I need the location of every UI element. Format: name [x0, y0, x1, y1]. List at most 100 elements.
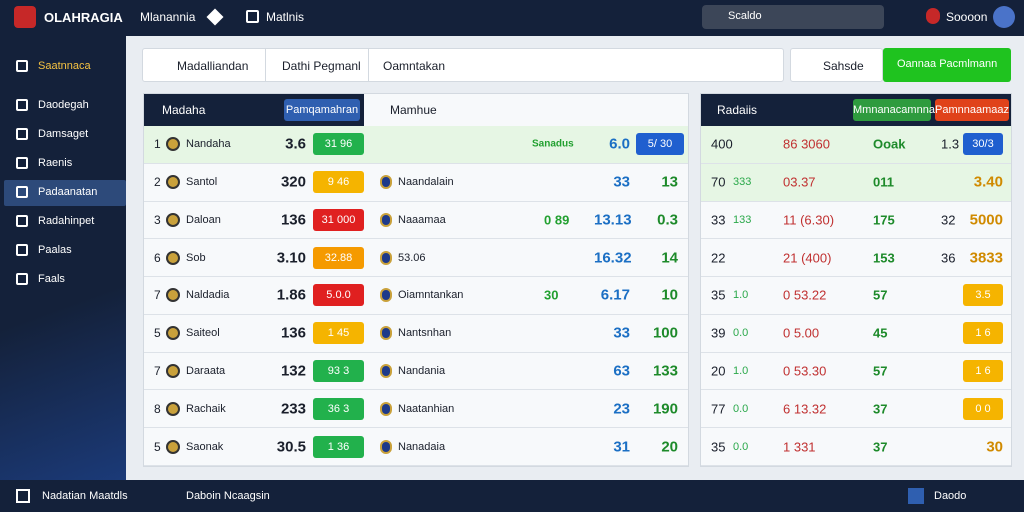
tab-button[interactable]: Pamqamahran: [284, 99, 360, 121]
team-flag: [166, 326, 180, 341]
table-row[interactable]: 1 Nandaha 3.6 31 96 Sanadus 6.0 5/ 30: [144, 126, 688, 164]
team-flag: [166, 175, 180, 190]
team: Daraata: [186, 365, 226, 378]
logo[interactable]: OLAHRAGIA: [44, 10, 123, 25]
table-row[interactable]: 77 0.0 6 13.32 37 0 0: [701, 390, 1011, 429]
value: 5000: [969, 211, 1003, 229]
value: 45: [873, 325, 888, 341]
opponent: Nantsnhan: [398, 327, 452, 340]
opponent: Nandania: [398, 365, 446, 378]
score: 132: [280, 362, 306, 380]
value: 1.0: [733, 289, 749, 302]
nav-icon: [246, 10, 259, 23]
panel-header: Radaiis Mmnanacamnnan Pamnnaamaaz: [701, 94, 1011, 126]
value: 37: [873, 439, 888, 455]
tab-button[interactable]: Mmnanacamnnan: [853, 99, 941, 121]
score: 233: [280, 400, 306, 418]
table-row[interactable]: 3 Daloan 136 31 000 Naaamaa 0 89 13.13 0.3: [144, 202, 688, 240]
table-row[interactable]: 33 133 11 (6.30) 175 32 5000: [701, 202, 1011, 240]
score: 1.86: [276, 286, 306, 304]
rank: 2: [154, 175, 161, 190]
opp-flag: [380, 212, 392, 227]
primary-button[interactable]: Oannaa Pacmlmann: [883, 48, 1011, 82]
opponent: Naandalain: [398, 176, 454, 189]
score: 3.10: [276, 249, 306, 267]
filter[interactable]: Madalliandan: [177, 59, 249, 73]
team-flag: [166, 250, 180, 265]
footer-text[interactable]: Daboin Ncaagsin: [186, 490, 270, 502]
value: 153: [873, 250, 895, 266]
team: Daloan: [186, 213, 221, 226]
rank: 6: [154, 250, 161, 265]
value: 35: [711, 287, 726, 303]
nav-item[interactable]: Raenis: [38, 157, 73, 169]
nav-item[interactable]: Faals: [38, 273, 65, 285]
value: 0.0: [733, 440, 749, 453]
table-row[interactable]: 35 1.0 0 53.22 57 3.5: [701, 277, 1011, 315]
value: Ooak: [873, 136, 906, 152]
team: Santol: [186, 176, 218, 189]
nav-item[interactable]: Radahinpet: [38, 215, 95, 227]
value: 175: [873, 212, 895, 228]
badge: 5.0.0: [313, 284, 364, 307]
table-row[interactable]: 70 333 03.37 011 3.40: [701, 163, 1011, 202]
nav-link[interactable]: Mlanannia: [140, 10, 196, 24]
value: 39: [711, 325, 726, 341]
table-row[interactable]: 39 0.0 0 5.00 45 1 6: [701, 315, 1011, 353]
table-row[interactable]: 7 Naldadia 1.86 5.0.0 Oiamntankan 30 6.17 10: [144, 277, 688, 315]
table-row[interactable]: 5 Saonak 30.5 1 36 Nanadaia 31 20: [144, 428, 688, 466]
table-row[interactable]: 35 0.0 1 331 37 30: [701, 428, 1011, 466]
value: 86 3060: [783, 136, 830, 152]
table-row[interactable]: 400 86 3060 Ooak 1.3 30/3: [701, 126, 1011, 164]
value: 57: [873, 363, 888, 379]
filter-box[interactable]: Dathi Pegmanl: [265, 49, 369, 81]
table-row[interactable]: 6 Sob 3.10 32.88 53.06 16.32 14: [144, 239, 688, 278]
table-row[interactable]: 8 Rachaik 233 36 3 Naatanhian 23 190: [144, 390, 688, 429]
secondary-button[interactable]: Sahsde: [790, 48, 883, 82]
nav-icon: [16, 215, 28, 227]
profile-icon[interactable]: [993, 6, 1015, 28]
table-row[interactable]: 20 1.0 0 53.30 57 1 6: [701, 353, 1011, 391]
table-row[interactable]: 22 21 (400) 153 36 3833: [701, 239, 1011, 278]
nav-item[interactable]: Daodegah: [38, 99, 89, 111]
nav-item[interactable]: Saatnnaca: [38, 60, 91, 72]
opponent: Naaamaa: [398, 213, 446, 226]
opponent: Nanadaia: [398, 440, 446, 453]
value: 333: [733, 176, 752, 189]
panel-title: Madaha: [162, 103, 206, 117]
tab-button[interactable]: Pamnnaamaaz: [935, 99, 1009, 121]
footer: Nadatian Maatdls Daboin Ncaagsin Daodo: [0, 480, 1024, 512]
user-name[interactable]: Soooon: [946, 10, 988, 24]
table-row[interactable]: 2 Santol 320 9 46 Naandalain 33 13: [144, 164, 688, 202]
value: 23: [613, 400, 630, 418]
footer-text[interactable]: Daodo: [934, 490, 967, 502]
search-text: Scaldo: [728, 10, 762, 22]
footer-text[interactable]: Nadatian Maatdls: [42, 490, 128, 502]
rows: 400 86 3060 Ooak 1.3 30/3 70 333 03.37 011 3.40 33…: [701, 126, 1011, 466]
value: 1.3: [941, 136, 960, 152]
value: 22: [711, 250, 726, 266]
extra: 0 89: [544, 212, 570, 228]
table-row[interactable]: 7 Daraata 132 93 3 Nandania 63 133: [144, 353, 688, 391]
value: 0 53.30: [783, 363, 827, 379]
nav-item[interactable]: Padaanatan: [38, 186, 98, 198]
filter[interactable]: Oamntakan: [383, 59, 446, 73]
value: 32: [941, 212, 956, 228]
badge: 1 6: [963, 322, 1003, 345]
badge: 3.5: [963, 284, 1003, 307]
nav-item[interactable]: Paalas: [38, 244, 72, 256]
table-row[interactable]: 5 Saiteol 136 1 45 Nantsnhan 33 100: [144, 315, 688, 353]
team: Saonak: [186, 440, 224, 453]
nav-item[interactable]: Damsaget: [38, 128, 89, 140]
search-box[interactable]: Scaldo: [702, 5, 884, 29]
score: 30.5: [276, 438, 306, 456]
value: 35: [711, 439, 726, 455]
score: 320: [280, 173, 306, 191]
panel-subtitle[interactable]: Mamhue: [390, 103, 437, 117]
team-flag: [166, 288, 180, 303]
nav-link[interactable]: Matlnis: [266, 10, 305, 24]
value: 21 (400): [783, 250, 832, 266]
value: 011: [873, 174, 894, 190]
rank: 3: [154, 212, 161, 227]
extra: Sanadus: [532, 138, 574, 150]
